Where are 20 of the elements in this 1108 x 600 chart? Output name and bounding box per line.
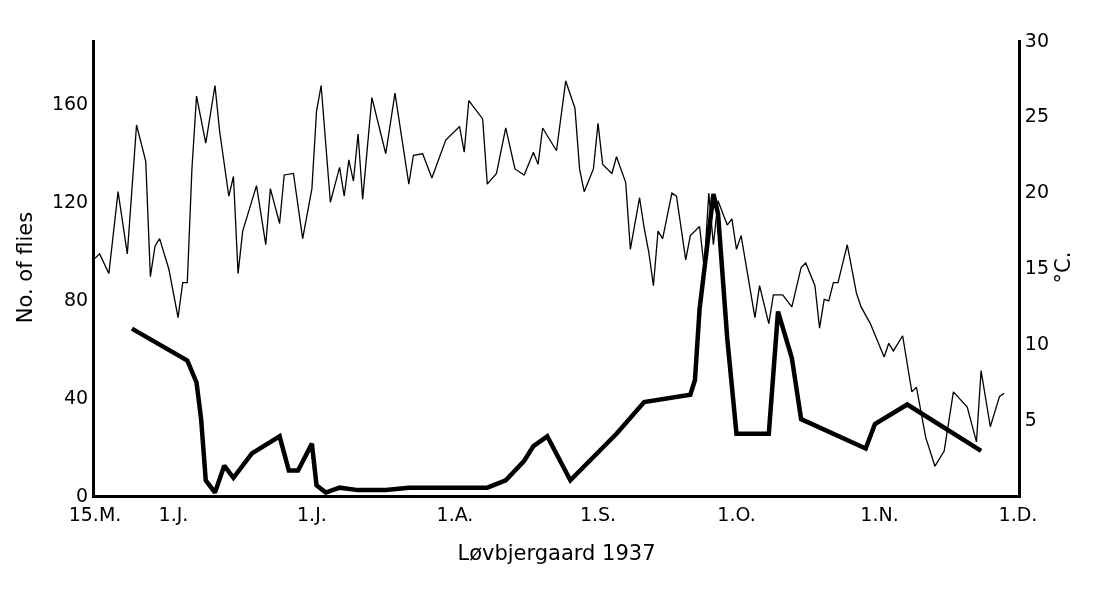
y-tick-label: 120: [51, 190, 89, 213]
x-tick-label: 1.D.: [998, 502, 1038, 525]
y2-axis-title: °C.: [1051, 251, 1076, 284]
y-tick-label: 40: [64, 385, 89, 408]
y-tick-label: 80: [64, 287, 89, 310]
y2-tick-label: 5: [1024, 407, 1037, 430]
x-tick-label: 1.A.: [436, 502, 474, 525]
y-tick-label: 160: [51, 92, 89, 115]
x-tick-label: 1.J.: [297, 502, 327, 525]
y2-tick-label: 25: [1024, 104, 1049, 127]
y-axis-title: No. of flies: [13, 211, 38, 324]
x-tick-label: 1.N.: [860, 502, 899, 525]
y2-tick-label: 30: [1024, 28, 1049, 51]
y2-tick-label: 15: [1024, 256, 1049, 279]
x-tick-label: 1.J.: [158, 502, 189, 525]
x-axis-title: Løvbjergaard 1937: [457, 541, 656, 565]
y2-tick-label: 10: [1024, 331, 1049, 354]
x-tick-label: 1.S.: [579, 502, 617, 525]
y2-tick-label: 20: [1024, 180, 1049, 203]
x-tick-label: 1.O.: [717, 502, 756, 525]
